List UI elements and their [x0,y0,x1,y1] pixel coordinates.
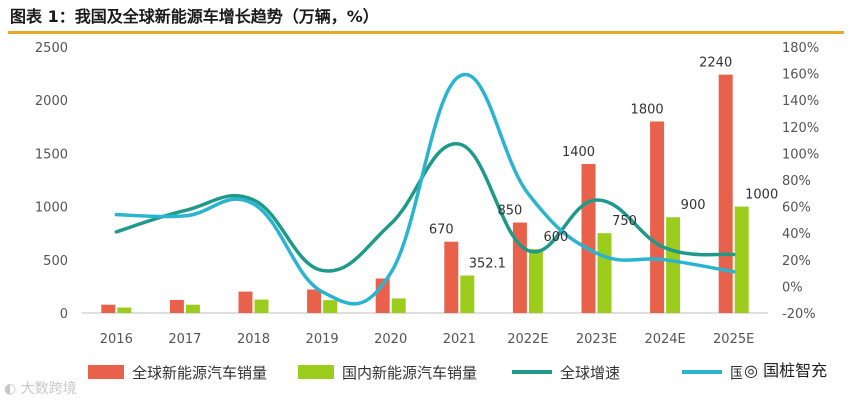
right-tick-label: 40% [782,227,811,242]
left-axis: 0 500 1000 1500 2000 2500 [35,41,68,322]
data-labels: 670 352.1 850 600 1400 750 1800 900 2240 1000 [429,56,778,272]
right-tick-label: 180% [782,41,819,56]
x-tick-label: 2023E [576,332,617,347]
watermark-logo-icon: ◐ [4,381,17,397]
bar-domestic-sales [185,304,200,313]
bar-domestic-sales [323,300,338,313]
watermark-right-text: 国桩智充 [763,361,828,380]
bar-domestic-sales [254,299,269,313]
x-axis: 2016 2017 2018 2019 2020 2021 2022E 2023E 2024E 2… [100,332,755,347]
left-tick-label: 1500 [35,147,68,162]
bar-domestic-sales [460,275,475,313]
data-label: 600 [543,230,568,245]
bar-domestic-sales [734,206,749,313]
legend-label: 全球增速 [560,364,620,382]
watermark-left: ◐ 大数跨境 [4,378,77,398]
data-label: 670 [429,223,454,238]
bar-global-sales [169,299,184,313]
bar-domestic-sales [597,233,612,313]
right-tick-label: 140% [782,94,819,109]
bar-domestic-sales [117,307,132,313]
right-tick-label: -20% [782,307,816,322]
bar-global-sales [444,241,459,313]
right-tick-label: 120% [782,121,819,136]
bar-global-sales [718,74,733,313]
x-tick-label: 2016 [100,332,133,347]
legend: 全球新能源汽车销量国内新能源汽车销量全球增速国内增速 [88,364,790,382]
x-tick-label: 2025E [713,332,754,347]
bar-domestic-sales [391,298,406,313]
left-tick-label: 0 [60,307,68,322]
bar-global-sales [238,291,253,313]
legend-label: 全球新能源汽车销量 [132,364,267,382]
growth-lines [114,72,736,306]
legend-swatch [298,365,334,379]
x-tick-label: 2018 [237,332,270,347]
right-tick-label: 160% [782,68,819,83]
right-tick-label: 60% [782,201,811,216]
data-label: 352.1 [469,257,506,272]
data-label: 1800 [631,102,664,117]
bar-global-sales [581,164,596,313]
bar-global-sales [512,222,527,313]
data-label: 850 [497,204,522,219]
line-global-growth [114,142,736,273]
data-label: 1400 [562,145,595,160]
right-tick-label: 100% [782,147,819,162]
legend-swatch [88,365,124,379]
watermark-right: ◎ 国桩智充 [742,357,830,381]
bar-domestic-sales [528,249,543,313]
data-label: 900 [681,198,706,213]
data-label: 1000 [745,188,778,203]
x-tick-label: 2024E [644,332,685,347]
data-label: 2240 [699,56,732,71]
left-tick-label: 500 [43,254,68,269]
wechat-icon: ◎ [744,361,758,380]
bar-global-sales [307,289,322,313]
bar-global-sales [101,304,116,313]
bar-domestic-sales [666,217,681,313]
x-tick-label: 2021 [443,332,476,347]
line-domestic-growth [114,72,736,306]
right-tick-label: 80% [782,174,811,189]
left-tick-label: 2500 [35,41,68,56]
watermark-left-text: 大数跨境 [20,381,77,397]
title-rule [8,31,844,34]
bar-global-sales [650,121,665,313]
x-tick-label: 2019 [306,332,339,347]
data-label: 750 [612,214,637,229]
x-tick-label: 2017 [168,332,201,347]
x-tick-label: 2020 [374,332,407,347]
left-tick-label: 2000 [35,94,68,109]
right-tick-label: 0% [782,280,803,295]
right-tick-label: 20% [782,254,811,269]
right-axis: -20% 0% 20% 40% 60% 80% 100% 120% 140% 160% 180% [782,41,819,322]
left-tick-label: 1000 [35,201,68,216]
legend-label: 国内新能源汽车销量 [342,364,477,382]
x-tick-label: 2022E [507,332,548,347]
chart-title: 图表 1：我国及全球新能源车增长趋势（万辆，%） [10,7,379,26]
